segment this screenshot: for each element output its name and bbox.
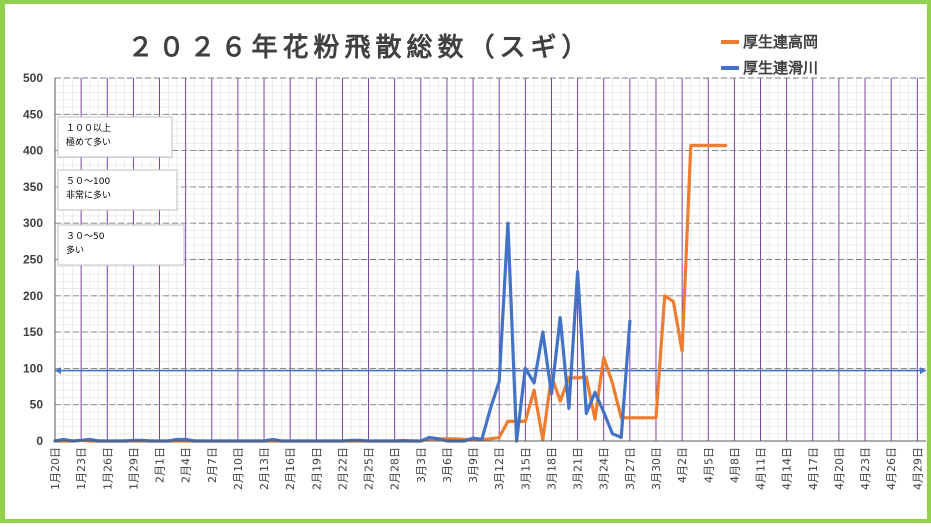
- y-tick-label: 50: [30, 398, 44, 412]
- x-tick-label: 2月25日: [363, 447, 376, 490]
- x-tick-label: 4月8日: [728, 447, 741, 483]
- x-tick-label: 2月16日: [284, 447, 297, 490]
- x-tick-label: 1月29日: [127, 447, 140, 490]
- chart-canvas: 0 50 100 150 200 250 300 350 400 450 500 1月20日 1月23日…: [23, 32, 927, 490]
- y-tick-label: 450: [23, 107, 43, 121]
- x-tick-label: 4月26日: [885, 447, 898, 490]
- x-tick-label: 2月22日: [336, 447, 349, 490]
- x-tick-label: 2月10日: [232, 447, 245, 490]
- y-tick-label: 0: [36, 434, 43, 448]
- x-tick-label: 4月23日: [859, 447, 872, 490]
- annotation-line-1: １００以上: [66, 123, 111, 134]
- x-tick-label: 3月27日: [624, 447, 637, 490]
- x-tick-label: 1月20日: [49, 447, 62, 490]
- x-tick-label: 1月23日: [75, 447, 88, 490]
- y-tick-label: 300: [23, 216, 43, 230]
- x-tick-label: 3月30日: [650, 447, 663, 490]
- x-tick-label: 3月3日: [415, 447, 428, 483]
- x-tick-label: 3月12日: [493, 447, 506, 490]
- axes: 0 50 100 150 200 250 300 350 400 450 500 1月20日 1月23日…: [23, 71, 926, 490]
- reference-line-layer: [55, 367, 926, 375]
- x-tick-label: 2月4日: [180, 447, 193, 483]
- x-tick-label: 3月24日: [598, 447, 611, 490]
- x-tick-label: 4月5日: [702, 447, 715, 483]
- annotation-line-2: 極めて多い: [66, 136, 111, 148]
- reference-arrow-right: [920, 367, 926, 375]
- annotation-line-2: 非常に多い: [66, 189, 111, 201]
- x-tick-label: 2月19日: [310, 447, 323, 490]
- x-tick-label: 3月9日: [467, 447, 480, 483]
- y-tick-label: 200: [23, 289, 43, 303]
- grid: [54, 77, 927, 442]
- y-tick-label: 100: [23, 361, 43, 375]
- x-tick-label: 2月28日: [389, 447, 402, 490]
- x-tick-label: 4月11日: [755, 447, 768, 490]
- x-tick-label: 4月29日: [911, 447, 924, 490]
- y-tick-label: 400: [23, 144, 43, 158]
- annotation-box: [57, 116, 173, 158]
- legend-label-1: 厚生連高岡: [743, 33, 818, 51]
- annotation-line-2: 多い: [66, 244, 84, 256]
- y-tick-label: 150: [23, 325, 43, 339]
- x-tick-label: 4月14日: [781, 447, 794, 490]
- x-tick-label: 4月2日: [676, 447, 689, 483]
- y-tick-label: 350: [23, 180, 43, 194]
- annotation-line-1: ３０～50: [66, 232, 105, 242]
- annotation-box: [57, 169, 178, 211]
- x-tick-label: 1月26日: [101, 447, 114, 490]
- y-tick-label: 500: [23, 71, 43, 85]
- chart-title: ２０２６年花粉飛散総数（スギ）: [127, 32, 592, 63]
- x-tick-label: 3月6日: [441, 447, 454, 483]
- x-tick-label: 2月7日: [206, 447, 219, 483]
- y-tick-label: 250: [23, 253, 43, 267]
- reference-arrow-left: [55, 367, 61, 375]
- annotation-box: [57, 224, 185, 266]
- x-tick-label: 2月1日: [154, 447, 167, 483]
- x-tick-label: 3月18日: [545, 447, 558, 490]
- x-tick-label: 3月15日: [519, 447, 532, 490]
- annotation-line-1: ５０～100: [66, 177, 110, 187]
- x-tick-label: 2月13日: [258, 447, 271, 490]
- x-tick-label: 4月20日: [833, 447, 846, 490]
- legend-label-2: 厚生連滑川: [743, 59, 818, 77]
- x-tick-label: 4月17日: [807, 447, 820, 490]
- x-tick-label: 3月21日: [572, 447, 585, 490]
